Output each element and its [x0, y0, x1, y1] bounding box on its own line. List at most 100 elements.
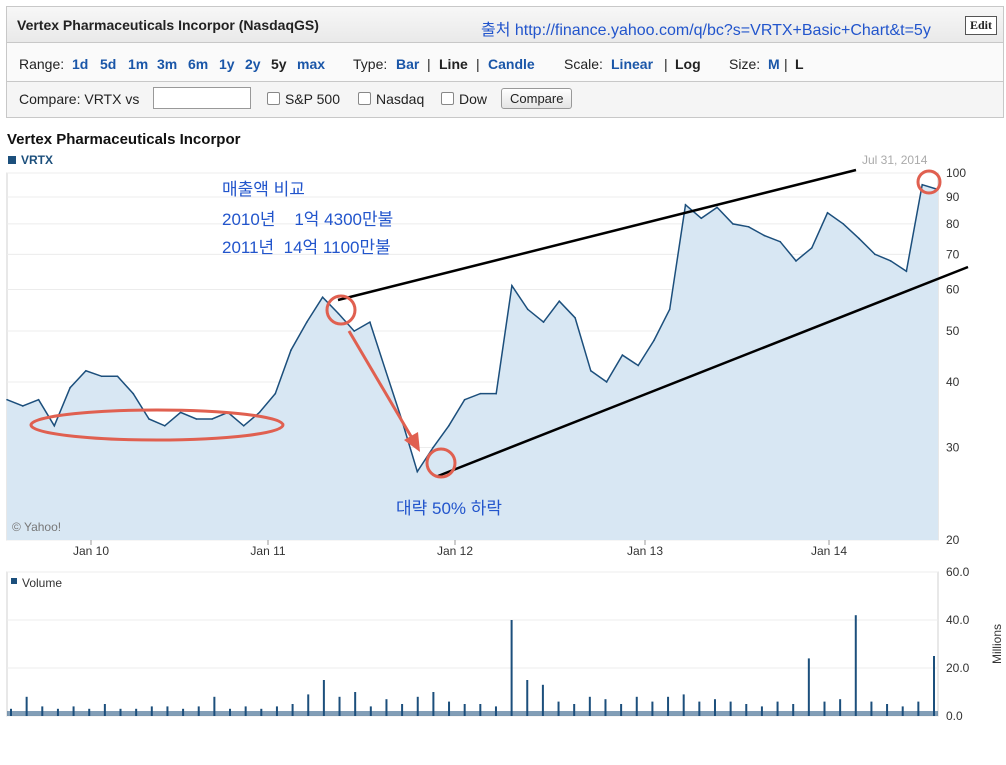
annotation-revenue-2011: 2011년 14억 1100만불 [222, 238, 391, 257]
sp500-checkbox[interactable] [267, 92, 280, 105]
volume-baseline-band [7, 711, 938, 716]
price-point [621, 354, 624, 356]
price-point [590, 370, 592, 372]
type-line-selected[interactable]: Line [439, 56, 468, 72]
scale-log-selected[interactable]: Log [675, 56, 701, 72]
price-point [874, 253, 876, 256]
price-point [747, 225, 750, 228]
price-point [337, 312, 340, 315]
volume-bar [698, 701, 701, 716]
price-point [211, 418, 213, 420]
last-date-label: Jul 31, 2014 [862, 153, 928, 167]
volume-legend-swatch [11, 578, 17, 584]
price-point [116, 375, 119, 378]
legend-swatch [8, 156, 16, 164]
range-3m-link[interactable]: 3m [157, 56, 178, 72]
scale-label: Scale: [564, 56, 603, 72]
price-point [574, 316, 576, 319]
price-tick-label: 90 [946, 190, 960, 204]
type-candle-link[interactable]: Candle [488, 56, 535, 72]
volume-bar [651, 701, 654, 716]
dow-checkbox[interactable] [441, 92, 454, 105]
price-point [53, 425, 56, 427]
range-2y-link[interactable]: 2y [245, 56, 261, 72]
volume-tick-label: 60.0 [946, 565, 970, 579]
price-point [542, 321, 545, 323]
price-point [85, 370, 87, 372]
type-label: Type: [353, 56, 388, 72]
separator: | [476, 56, 480, 72]
volume-bar [667, 696, 670, 716]
volume-legend-label: Volume [22, 576, 62, 590]
price-point [463, 398, 466, 401]
annotation-overlays [29, 168, 969, 479]
price-point [526, 308, 529, 311]
range-5y-selected[interactable]: 5y [271, 56, 287, 72]
peak-circle [325, 294, 357, 326]
volume-bar [933, 656, 935, 716]
price-point [290, 349, 292, 351]
compare-button[interactable]: Compare [501, 88, 573, 109]
volume-bar [541, 684, 544, 716]
volume-bar [510, 620, 513, 716]
volume-bar [213, 696, 216, 716]
volume-bar [792, 704, 795, 716]
volume-bar [322, 680, 325, 716]
price-point [558, 300, 561, 302]
price-tick-label: 50 [946, 324, 960, 338]
volume-bar [745, 704, 748, 716]
nasdaq-checkbox[interactable] [358, 92, 371, 105]
annotation-drop-note: 대략 50% 하락 [396, 499, 503, 518]
range-label: Range: [19, 56, 65, 72]
price-point [242, 425, 245, 427]
volume-tick-label: 0.0 [946, 709, 963, 723]
x-tick-label: Jan 11 [250, 544, 285, 558]
x-tick-label: Jan 14 [811, 544, 847, 558]
price-point [132, 392, 135, 395]
size-m-link[interactable]: M [768, 56, 780, 72]
price-axis: 20 30 40 50 60 70 80 90 100 [946, 166, 966, 547]
volume-bar [401, 704, 404, 716]
range-5d-link[interactable]: 5d [100, 56, 117, 72]
price-point [6, 398, 8, 401]
price-point [148, 418, 150, 420]
x-axis: Jan 10 Jan 11 Jan 12 Jan 13 Jan 14 [73, 540, 847, 558]
compare-symbol-input[interactable] [153, 87, 251, 109]
decline-arrow-head [404, 432, 420, 452]
separator: | [427, 56, 431, 72]
legend-ticker: VRTX [21, 153, 54, 167]
price-point [432, 446, 434, 449]
title-bar: Vertex Pharmaceuticals Incorpor (NasdaqG… [6, 6, 1004, 43]
sp500-label: S&P 500 [285, 91, 341, 107]
scale-linear-link[interactable]: Linear [611, 56, 654, 72]
flat-period-ellipse [29, 408, 285, 442]
price-line-vrtx [6, 183, 939, 474]
size-l-selected[interactable]: L [795, 56, 804, 72]
price-point [826, 211, 829, 214]
range-1d-link[interactable]: 1d [72, 56, 89, 72]
price-point [779, 240, 782, 243]
edit-button[interactable]: Edit [964, 16, 997, 35]
price-point [21, 405, 24, 407]
range-1m-link[interactable]: 1m [128, 56, 149, 72]
range-6m-link[interactable]: 6m [188, 56, 209, 72]
price-point [384, 370, 387, 372]
volume-bar [635, 696, 638, 716]
price-point [163, 425, 166, 427]
price-point [179, 411, 182, 414]
price-point [258, 411, 261, 414]
price-point [732, 223, 734, 225]
copyright-label: © Yahoo! [12, 520, 62, 534]
volume-bar [776, 701, 779, 716]
price-point [921, 183, 924, 186]
volume-axis: 0.0 20.0 40.0 60.0 Millions [946, 565, 1004, 723]
price-point [495, 392, 497, 395]
volume-bar [25, 696, 28, 716]
price-area-fill [7, 184, 938, 540]
type-bar-link[interactable]: Bar [396, 56, 420, 72]
range-max-link[interactable]: max [297, 56, 326, 72]
source-url[interactable]: 출처 http://finance.yahoo.com/q/bc?s=VRTX+… [481, 22, 931, 39]
range-1y-link[interactable]: 1y [219, 56, 235, 72]
volume-bar [573, 704, 576, 716]
